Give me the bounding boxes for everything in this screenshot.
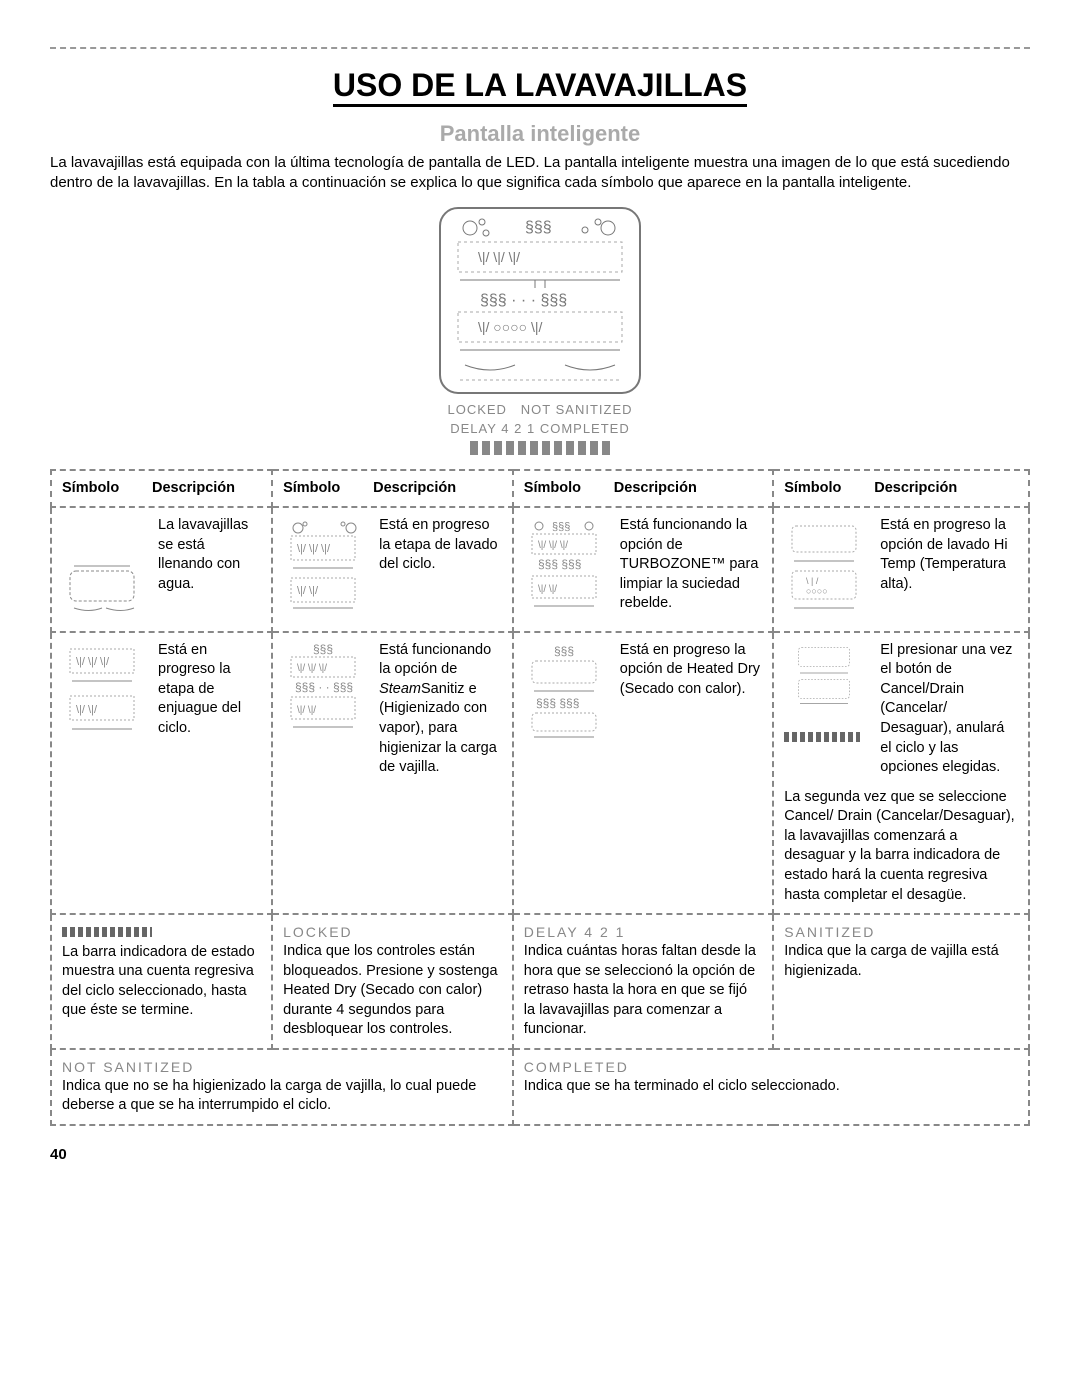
symbol-table: SímboloDescripción SímboloDescripción Sí…: [50, 469, 1030, 1126]
display-bars: [50, 440, 1030, 457]
svg-text:\|/ ○○○○ \|/: \|/ ○○○○ \|/: [478, 319, 543, 335]
header-simbolo: Símbolo: [62, 479, 152, 499]
svg-text:\|/ \|/: \|/ \|/: [538, 584, 557, 595]
steamsanitize-icon: §§§ \|/ \|/ \|/ §§§ · · §§§ \|/ \|/: [283, 641, 379, 778]
display-label-2: DELAY 4 2 1 COMPLETED: [50, 421, 1030, 438]
svg-text:§§§: §§§: [554, 644, 574, 658]
delay-label: DELAY 4 2 1: [524, 923, 762, 942]
svg-text:\|/ \|/: \|/ \|/: [76, 704, 98, 716]
svg-text:\|/ \|/: \|/ \|/: [297, 585, 319, 597]
svg-text:§§§: §§§: [552, 521, 570, 533]
top-divider: [50, 47, 1030, 49]
subtitle: Pantalla inteligente: [50, 121, 1030, 147]
cell-desc: La barra indicadora de estado muestra un…: [62, 943, 261, 1021]
svg-text:\|/ \|/ \|/: \|/ \|/ \|/: [297, 543, 331, 555]
svg-text:\|/ \|/ \|/: \|/ \|/ \|/: [478, 249, 520, 265]
svg-text:§§§ §§§: §§§ §§§: [538, 557, 581, 571]
svg-text:§§§ · · §§§: §§§ · · §§§: [295, 680, 353, 694]
not-sanitized-label: NOT SANITIZED: [62, 1058, 502, 1077]
status-bar-icon: [62, 923, 261, 943]
completed-label: COMPLETED: [524, 1058, 1018, 1077]
cell-desc-continued: La segunda vez que se seleccione Cancel/…: [784, 788, 1018, 905]
hi-temp-icon: §§§ \|/ \|/ \|/ §§§ §§§ \|/ \|/: [524, 516, 620, 623]
cell-desc: Indica que no se ha higienizado la carga…: [62, 1077, 502, 1116]
cell-desc: La lavavajillas se está llenando con agu…: [158, 516, 261, 623]
svg-text:§§§: §§§: [313, 642, 333, 656]
table-row: La lavavajillas se está llenando con agu…: [51, 507, 1029, 632]
header-descripcion: Descripción: [152, 479, 235, 499]
cell-desc: Está en progreso la etapa de lavado del …: [379, 516, 502, 623]
intro-text: La lavavajillas está equipada con la últ…: [50, 153, 1030, 192]
svg-text:§§§: §§§: [525, 219, 552, 236]
cell-desc: Está funcionando la opción de SteamSanit…: [379, 641, 502, 778]
page-title: USO DE LA LAVAVAJILLAS: [333, 67, 747, 107]
heated-dry-icon: §§§ §§§ §§§: [524, 641, 620, 748]
svg-text:\|/ \|/ \|/: \|/ \|/ \|/: [538, 540, 568, 551]
svg-text:\|/ \|/: \|/ \|/: [297, 705, 316, 716]
wash-stage-icon: \|/ \|/ \|/ \|/ \|/: [283, 516, 379, 623]
svg-text:○○○○: ○○○○: [806, 586, 828, 596]
display-label-1: LOCKED NOT SANITIZED: [50, 402, 1030, 419]
cancel-drain-icon: [784, 641, 880, 778]
display-diagram: §§§ \|/ \|/ \|/ §§§ · · · §§§ \|/ ○○○○ \…: [430, 200, 650, 400]
turbozone-icon: \ | /○○○○: [784, 516, 880, 623]
cell-desc: Indica cuántas horas faltan desde la hor…: [524, 942, 762, 1040]
svg-text:\ | /: \ | /: [806, 576, 819, 586]
table-row: NOT SANITIZED Indica que no se ha higien…: [51, 1049, 1029, 1125]
cell-desc: Indica que se ha terminado el ciclo sele…: [524, 1077, 1018, 1097]
cell-desc: Está en progreso la opción de lavado Hi …: [880, 516, 1018, 623]
svg-text:§§§ §§§: §§§ §§§: [536, 696, 579, 710]
cell-desc: Indica que la carga de vajilla está higi…: [784, 942, 1018, 981]
svg-text:\|/ \|/ \|/: \|/ \|/ \|/: [76, 656, 110, 668]
cell-desc: Está en progreso la etapa de enjuague de…: [158, 641, 261, 748]
table-header-row: SímboloDescripción SímboloDescripción Sí…: [51, 470, 1029, 508]
page-number: 40: [50, 1146, 1030, 1163]
cell-desc: Está funcionando la opción de TURBOZONE™…: [620, 516, 762, 623]
cell-desc: Indica que los controles están bloqueado…: [283, 942, 502, 1040]
locked-label: LOCKED: [283, 923, 502, 942]
table-row: \|/ \|/ \|/ \|/ \|/ Está en progreso la e…: [51, 632, 1029, 914]
cell-desc: Está en progreso la opción de Heated Dry…: [620, 641, 762, 748]
table-row: La barra indicadora de estado muestra un…: [51, 914, 1029, 1049]
svg-text:\|/ \|/ \|/: \|/ \|/ \|/: [297, 663, 327, 674]
rinse-stage-icon: \|/ \|/ \|/ \|/ \|/: [62, 641, 158, 748]
cell-desc: El presionar una vez el botón de Cancel/…: [880, 641, 1018, 778]
fill-water-icon: [62, 516, 158, 623]
sanitized-label: SANITIZED: [784, 923, 1018, 942]
svg-text:§§§ · · · §§§: §§§ · · · §§§: [480, 292, 567, 309]
